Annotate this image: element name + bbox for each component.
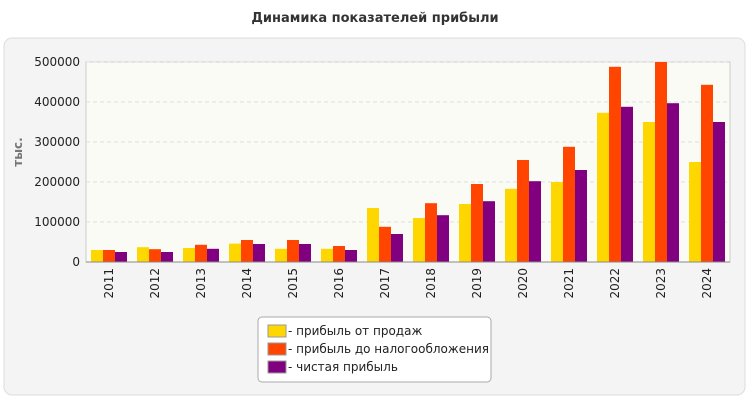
legend-label: - прибыль от продаж xyxy=(288,324,422,338)
bar xyxy=(161,252,173,262)
x-tick-label: 2013 xyxy=(194,268,208,299)
x-tick-label: 2015 xyxy=(286,268,300,299)
bar xyxy=(713,122,725,262)
bar xyxy=(529,181,541,262)
bar xyxy=(551,182,563,262)
bar xyxy=(655,62,667,262)
y-tick-label: 500000 xyxy=(34,55,80,69)
bar xyxy=(115,252,127,262)
x-tick-label: 2014 xyxy=(240,268,254,299)
bar xyxy=(379,226,391,262)
bar xyxy=(597,112,609,262)
x-tick-label: 2024 xyxy=(700,268,714,299)
x-tick-label: 2020 xyxy=(516,268,530,299)
x-tick-label: 2023 xyxy=(654,268,668,299)
bar xyxy=(563,146,575,262)
y-tick-label: 300000 xyxy=(34,135,80,149)
bar xyxy=(701,84,713,262)
bar xyxy=(367,208,379,262)
bar xyxy=(253,244,265,262)
y-tick-label: 0 xyxy=(72,255,80,269)
bar xyxy=(103,250,115,262)
bar xyxy=(91,250,103,262)
bar xyxy=(275,248,287,262)
bar xyxy=(321,248,333,262)
chart-title: Динамика показателей прибыли xyxy=(251,11,498,26)
x-tick-label: 2016 xyxy=(332,268,346,299)
x-tick-label: 2012 xyxy=(148,268,162,299)
bar xyxy=(149,249,161,262)
x-tick-label: 2019 xyxy=(470,268,484,299)
bar xyxy=(229,243,241,262)
x-tick-label: 2011 xyxy=(102,268,116,299)
legend-swatch xyxy=(267,342,287,356)
bar xyxy=(183,248,195,262)
bar xyxy=(137,247,149,262)
bar xyxy=(391,234,403,262)
bar xyxy=(345,250,357,262)
bar xyxy=(667,103,679,262)
y-tick-label: 400000 xyxy=(34,95,80,109)
bar xyxy=(643,122,655,262)
x-tick-label: 2017 xyxy=(378,268,392,299)
bar xyxy=(413,218,425,262)
bar xyxy=(241,240,253,262)
bar xyxy=(459,204,471,262)
bar xyxy=(689,162,701,262)
bar xyxy=(575,170,587,262)
bar xyxy=(195,244,207,262)
bar xyxy=(505,188,517,262)
bar xyxy=(471,184,483,262)
legend-label: - чистая прибыль xyxy=(288,360,398,374)
bar xyxy=(437,215,449,262)
bar xyxy=(333,246,345,262)
legend-box xyxy=(257,316,492,383)
legend-swatch xyxy=(267,360,287,374)
bar xyxy=(299,244,311,262)
x-tick-label: 2022 xyxy=(608,268,622,299)
bar xyxy=(207,248,219,262)
x-tick-label: 2018 xyxy=(424,268,438,299)
bar xyxy=(287,240,299,262)
x-tick-label: 2021 xyxy=(562,268,576,299)
bar xyxy=(621,106,633,262)
plot-area xyxy=(85,61,731,263)
y-tick-label: 100000 xyxy=(34,215,80,229)
legend-label: - прибыль до налогообложения xyxy=(288,342,489,356)
bar xyxy=(517,160,529,262)
bar xyxy=(609,66,621,262)
bar xyxy=(483,201,495,262)
legend-swatch xyxy=(267,324,287,338)
y-axis-label: тыс. xyxy=(11,137,25,166)
y-tick-label: 200000 xyxy=(34,175,80,189)
bar xyxy=(425,203,437,262)
